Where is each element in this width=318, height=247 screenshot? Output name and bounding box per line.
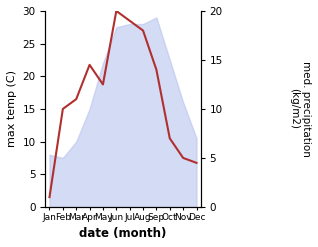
- Y-axis label: med. precipitation
(kg/m2): med. precipitation (kg/m2): [289, 61, 311, 157]
- X-axis label: date (month): date (month): [79, 227, 167, 240]
- Y-axis label: max temp (C): max temp (C): [7, 70, 17, 147]
